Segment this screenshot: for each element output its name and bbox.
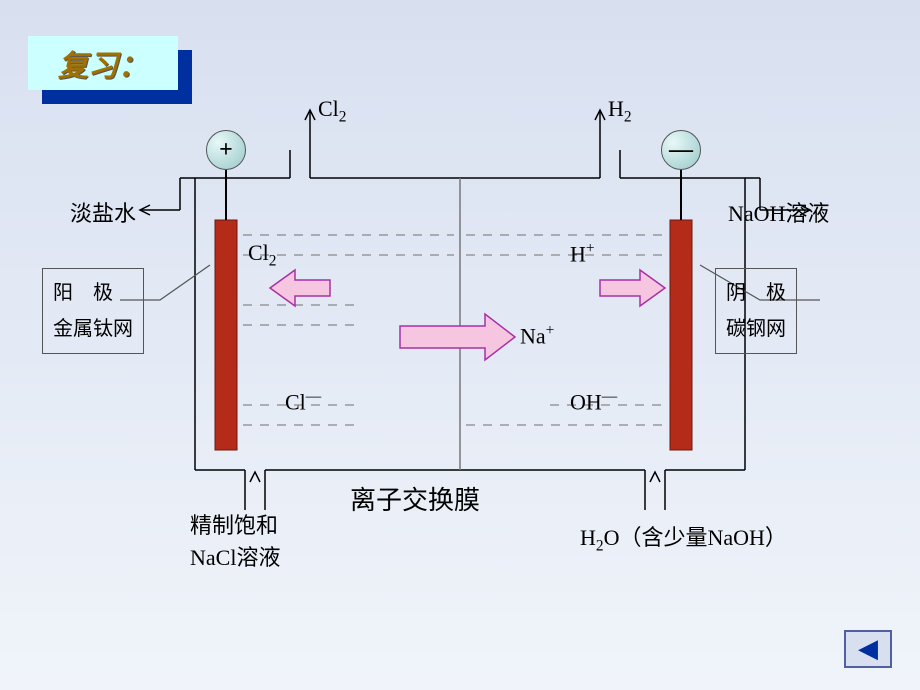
clminus-label: Cl— (285, 388, 321, 415)
plus-symbol: + (219, 137, 233, 164)
prev-icon: ◀ (858, 634, 878, 664)
h2-out-label: H2 (608, 96, 632, 126)
hplus-label: H+ (570, 240, 595, 267)
naplus-label: Na+ (520, 322, 554, 349)
plus-terminal: + (206, 130, 246, 170)
nacl-in-label: 精制饱和 NaCl溶液 (190, 508, 280, 572)
cathode-box: 阴 极 碳钢网 (715, 268, 797, 354)
electrolysis-diagram: + — Cl2 H2 淡盐水 NaOH溶液 Cl2 H+ Na+ Cl— OH—… (120, 100, 820, 630)
h2o-in-label: H2O（含少量NaOH） (580, 520, 787, 555)
cl2-inner-label: Cl2 (248, 240, 277, 270)
title-box: 复习： (28, 36, 180, 94)
membrane-label: 离子交换膜 (350, 480, 480, 517)
ohminus-label: OH— (570, 388, 617, 415)
minus-symbol: — (669, 137, 693, 164)
title-text: 复习： (28, 36, 178, 90)
prev-slide-button[interactable]: ◀ (844, 630, 892, 668)
naoh-out-label: NaOH溶液 (728, 196, 829, 228)
cl2-out-label: Cl2 (318, 96, 347, 126)
anode-box: 阳 极 金属钛网 (42, 268, 144, 354)
dilute-label: 淡盐水 (70, 196, 136, 228)
minus-terminal: — (661, 130, 701, 170)
